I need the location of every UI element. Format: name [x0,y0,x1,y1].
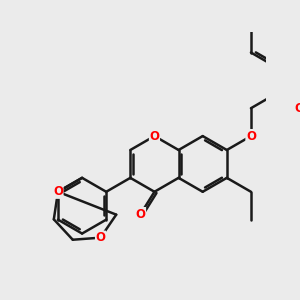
Text: O: O [149,130,160,142]
Text: O: O [95,231,106,244]
Text: O: O [53,185,63,198]
Text: O: O [294,102,300,115]
Text: O: O [136,208,146,220]
Text: O: O [246,130,256,142]
